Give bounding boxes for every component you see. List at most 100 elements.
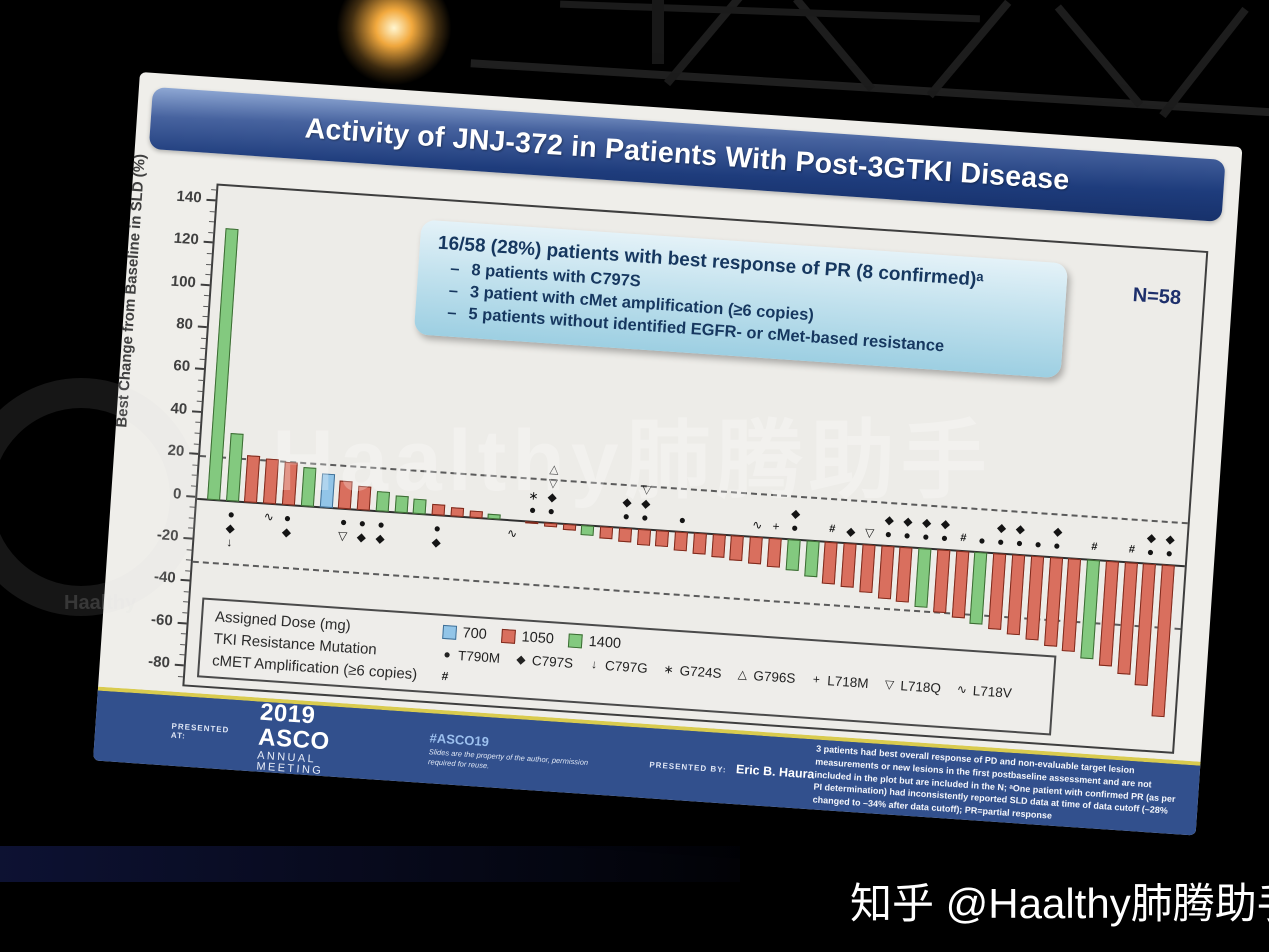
mutation-marker: ◆ <box>225 520 236 536</box>
mutation-marker: ● <box>678 512 687 527</box>
waterfall-bar <box>914 547 932 608</box>
y-tick <box>206 198 216 202</box>
mutation-symbol: ∿ <box>956 682 968 697</box>
mutation-symbol: ▽ <box>884 677 895 692</box>
mutation-name: C797S <box>531 652 574 671</box>
waterfall-bar <box>263 458 280 504</box>
mutation-marker: △ <box>549 461 560 476</box>
dose-swatch <box>501 628 517 644</box>
y-minor-tick <box>185 559 191 561</box>
waterfall-bar <box>951 550 969 619</box>
waterfall-bar <box>655 529 670 548</box>
chart-area: Best Change from Baseline in SLD (%) 16/… <box>113 153 1209 754</box>
presenter-name: Eric B. Haura <box>735 762 815 782</box>
slide-footnote: 3 patients had best overall response of … <box>812 743 1176 821</box>
y-tick <box>174 663 184 667</box>
mutation-marker: ● <box>1165 545 1174 560</box>
mutation-marker: ● <box>227 506 236 522</box>
y-tick <box>197 325 207 329</box>
waterfall-bar <box>450 507 464 517</box>
mutation-marker: ↓ <box>225 534 233 549</box>
hashtag-block: #ASCO19 Slides are the property of the a… <box>428 730 605 778</box>
y-minor-tick <box>180 633 186 635</box>
waterfall-bar <box>1080 559 1101 660</box>
asco-logo: 2019 ASCO ANNUAL MEETING <box>256 699 390 782</box>
mutation-marker: ◆ <box>940 516 951 531</box>
waterfall-bar <box>729 534 745 562</box>
y-minor-tick <box>199 358 205 360</box>
y-tick-label: 80 <box>175 315 194 334</box>
waterfall-bar <box>710 533 726 558</box>
mutation-marker: ◆ <box>1052 523 1063 539</box>
waterfall-bar <box>225 432 244 502</box>
y-minor-tick <box>202 316 208 318</box>
waterfall-bar <box>840 542 857 588</box>
y-minor-tick <box>211 189 217 191</box>
y-tick <box>177 621 187 625</box>
y-minor-tick <box>198 379 204 382</box>
bullet-dash: – <box>449 259 461 279</box>
y-tick-label: 60 <box>172 357 191 376</box>
waterfall-bar <box>673 531 689 551</box>
y-minor-tick <box>200 347 206 350</box>
y-minor-tick <box>203 295 209 297</box>
y-tick <box>194 367 204 371</box>
waterfall-bar <box>636 528 651 547</box>
legend-dose-item: 700 <box>442 624 487 643</box>
waterfall-bar <box>244 455 261 503</box>
mutation-marker: ◆ <box>1015 521 1026 536</box>
waterfall-bar <box>469 510 483 518</box>
y-minor-tick <box>193 443 199 445</box>
mutation-marker: ∿ <box>506 525 518 541</box>
mutation-marker: ● <box>547 503 556 518</box>
mutation-name: L718V <box>972 682 1013 701</box>
waterfall-bar <box>300 467 317 507</box>
waterfall-bar <box>969 551 988 625</box>
y-minor-tick <box>208 231 214 234</box>
dose-swatch <box>442 624 458 640</box>
waterfall-bar <box>766 537 782 568</box>
waterfall-bar <box>617 527 632 543</box>
legend-mutation-item: ∗ G724S <box>662 661 722 680</box>
waterfall-bar <box>281 461 298 506</box>
y-minor-tick <box>182 612 188 614</box>
waterfall-bar <box>599 525 614 540</box>
waterfall-bar <box>356 486 372 511</box>
y-minor-tick <box>183 591 189 593</box>
waterfall-bar <box>319 472 335 508</box>
waterfall-bar <box>877 545 895 599</box>
waterfall-bar <box>1043 556 1063 647</box>
stage-light <box>336 0 452 86</box>
waterfall-bar <box>412 498 427 515</box>
mutation-name: C797G <box>604 657 649 676</box>
waterfall-bar <box>692 532 707 555</box>
y-tick <box>200 283 210 286</box>
waterfall-bar <box>932 548 951 614</box>
mutation-name: L718Q <box>899 677 942 696</box>
mutation-marker: ◆ <box>547 489 558 504</box>
floor-glow <box>0 846 740 882</box>
legend-dose-item: 1050 <box>501 628 555 648</box>
mutation-symbol: ◆ <box>515 651 527 667</box>
dose-value: 1050 <box>521 629 555 648</box>
y-tick <box>191 410 202 413</box>
y-minor-tick <box>201 337 207 339</box>
mutation-marker: ● <box>377 516 386 532</box>
presented-by-block: PRESENTED BY: Eric B. Haura <box>649 754 815 783</box>
mutation-marker: ▽ <box>641 481 652 497</box>
waterfall-bar <box>580 524 595 537</box>
slide-title: Activity of JNJ-372 in Patients With Pos… <box>303 111 1071 196</box>
truss-beam <box>1159 6 1249 119</box>
mutation-marker: ● <box>790 519 799 535</box>
mutation-marker: ◆ <box>790 505 801 521</box>
n-label: N=58 <box>1132 284 1182 310</box>
legend-mutation-item: ◆ C797S <box>514 651 574 671</box>
truss-pole <box>652 0 664 64</box>
legend-mutation-item: ∿ L718V <box>955 681 1012 700</box>
y-minor-tick <box>208 221 215 223</box>
plot-area: 16/58 (28%) patients with best response … <box>182 183 1209 754</box>
presented-at-label: PRESENTED AT: <box>170 721 230 741</box>
waterfall-bar <box>1098 560 1119 667</box>
cmet-symbol: # <box>441 668 449 684</box>
legend-mutation-item: ● T790M <box>441 646 501 665</box>
